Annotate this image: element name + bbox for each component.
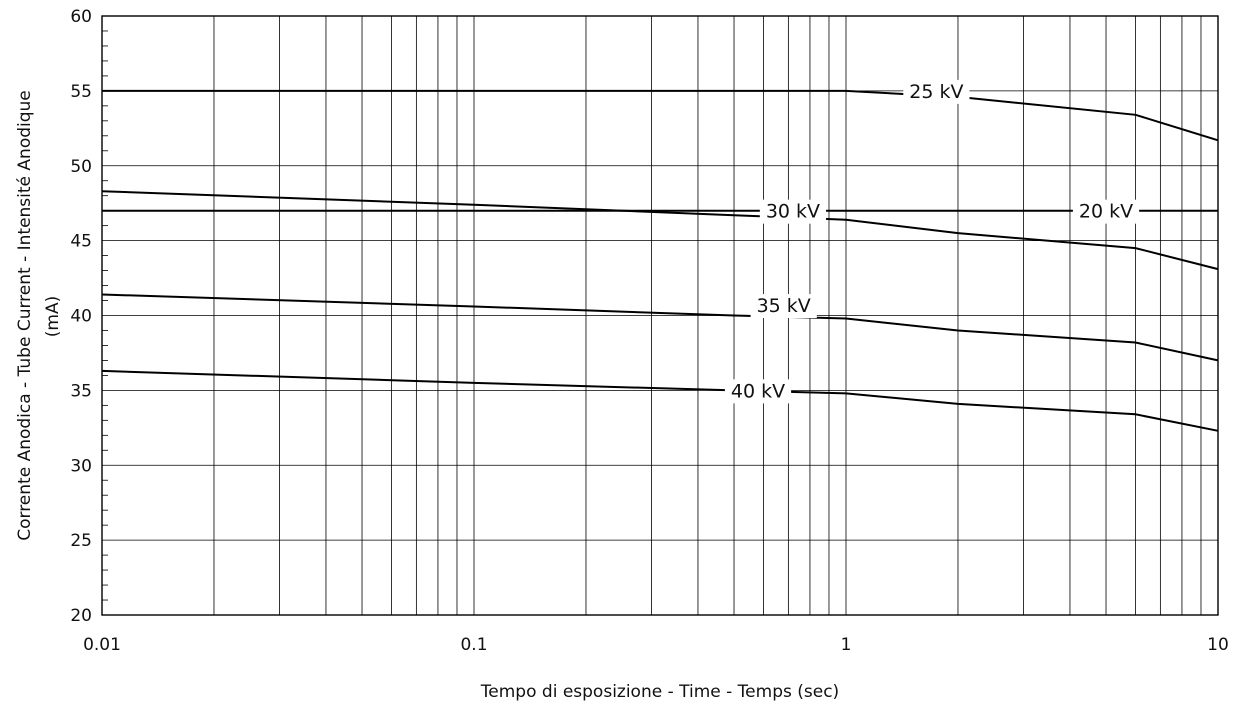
- series-label-background: [759, 199, 827, 224]
- series-labels: 20 kV 25 kV 30 kV 35 kV 40 kV: [724, 79, 1140, 404]
- plot-frame: [101, 15, 1219, 616]
- series-label: 20 kV: [1072, 199, 1140, 224]
- series-line: [101, 293, 1219, 362]
- series-line: [101, 369, 1219, 432]
- y-tick-label: 45: [70, 232, 92, 252]
- series-label-background: [724, 379, 792, 404]
- series-label: 40 kV: [724, 379, 792, 404]
- y-tick-label: 30: [70, 456, 92, 476]
- series-label-text: 35 kV: [757, 295, 811, 317]
- x-tick-label: 0.1: [460, 635, 487, 655]
- series-label-background: [903, 79, 970, 104]
- x-tick-label: 1: [841, 635, 852, 655]
- series-label: 30 kV: [759, 199, 827, 224]
- y-tick-label: 50: [70, 157, 92, 177]
- y-tick-label: 25: [70, 531, 92, 551]
- y-axis-unit: (mA): [43, 296, 63, 337]
- series-label-background: [750, 294, 817, 319]
- series-line: [102, 89, 1219, 142]
- series-label-text: 25 kV: [909, 81, 963, 103]
- series-label: 25 kV: [903, 79, 970, 104]
- tick-labels: 0.01 0.1 1 10 20 25 30 35 40 45 50 55 60: [70, 7, 1228, 655]
- x-tick-label: 0.01: [83, 635, 121, 655]
- series-line: [101, 190, 1219, 271]
- y-tick-label: 60: [70, 7, 92, 27]
- series-label-text: 20 kV: [1079, 201, 1133, 223]
- y-tick-label: 55: [70, 82, 92, 102]
- y-tick-label: 20: [70, 606, 92, 626]
- series-lines: [101, 89, 1219, 432]
- x-tick-label: 10: [1207, 635, 1229, 655]
- series-label: 35 kV: [750, 294, 817, 319]
- y-axis-title: Corrente Anodica - Tube Current - Intens…: [15, 90, 35, 541]
- y-tick-label: 35: [70, 381, 92, 401]
- series-label-text: 30 kV: [766, 201, 820, 223]
- series-label-background: [1072, 199, 1140, 224]
- series-label-text: 40 kV: [731, 380, 785, 402]
- y-tick-label: 40: [70, 307, 92, 327]
- x-axis-title: Tempo di esposizione - Time - Temps (sec…: [480, 682, 839, 702]
